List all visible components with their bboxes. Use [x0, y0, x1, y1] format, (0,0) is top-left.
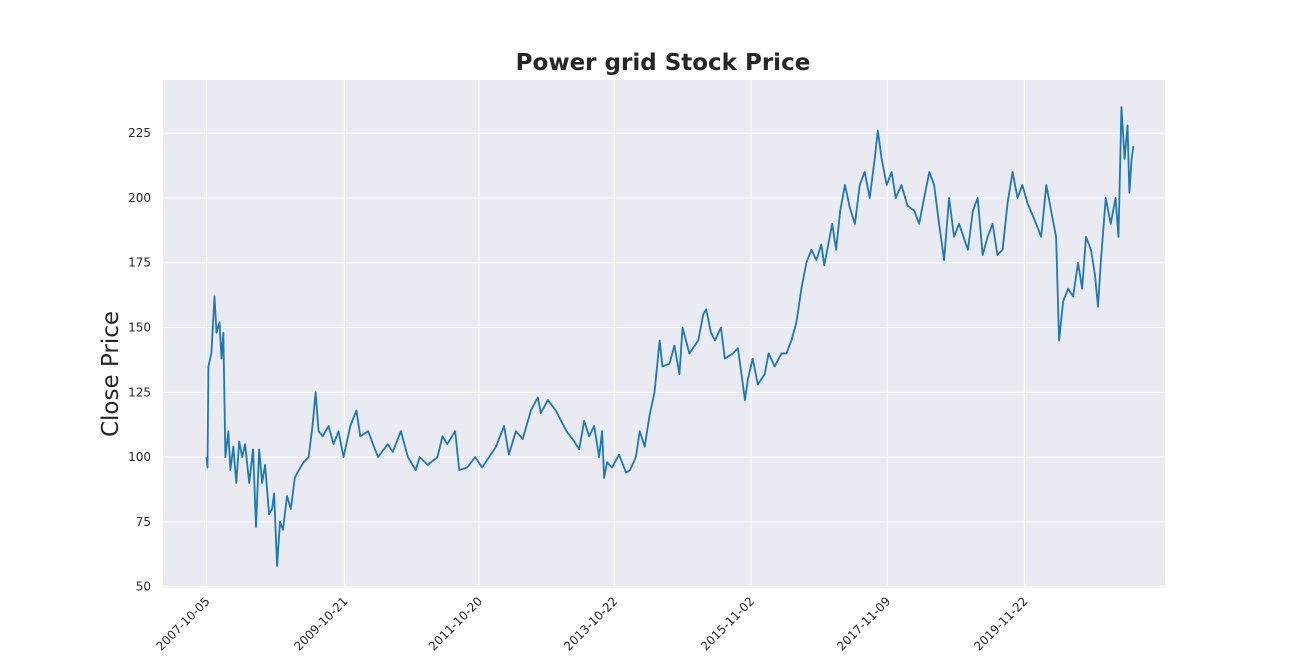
y-tick-label: 200	[128, 191, 151, 205]
y-axis-label: Close Price	[98, 311, 124, 437]
chart-title: Power grid Stock Price	[516, 50, 811, 76]
x-tick-label: 2007-10-05	[153, 594, 212, 653]
price-line	[205, 106, 1135, 567]
y-tick-label: 175	[128, 256, 151, 270]
y-tick-label: 50	[136, 580, 151, 594]
x-tick-label: 2013-10-22	[561, 594, 620, 653]
x-tick-label: 2011-10-20	[426, 594, 485, 653]
y-tick-label: 100	[128, 450, 151, 464]
x-tick-label: 2015-11-02	[698, 594, 757, 653]
y-tick-label: 125	[128, 385, 151, 399]
y-tick-label: 225	[128, 126, 151, 140]
y-tick-label: 150	[128, 321, 151, 335]
x-tick-label: 2017-11-09	[834, 594, 893, 653]
x-tick-label: 2009-10-21	[291, 594, 350, 653]
plot-area	[163, 80, 1165, 588]
x-tick-label: 2019-11-22	[971, 594, 1030, 653]
y-tick-label: 75	[136, 515, 151, 529]
